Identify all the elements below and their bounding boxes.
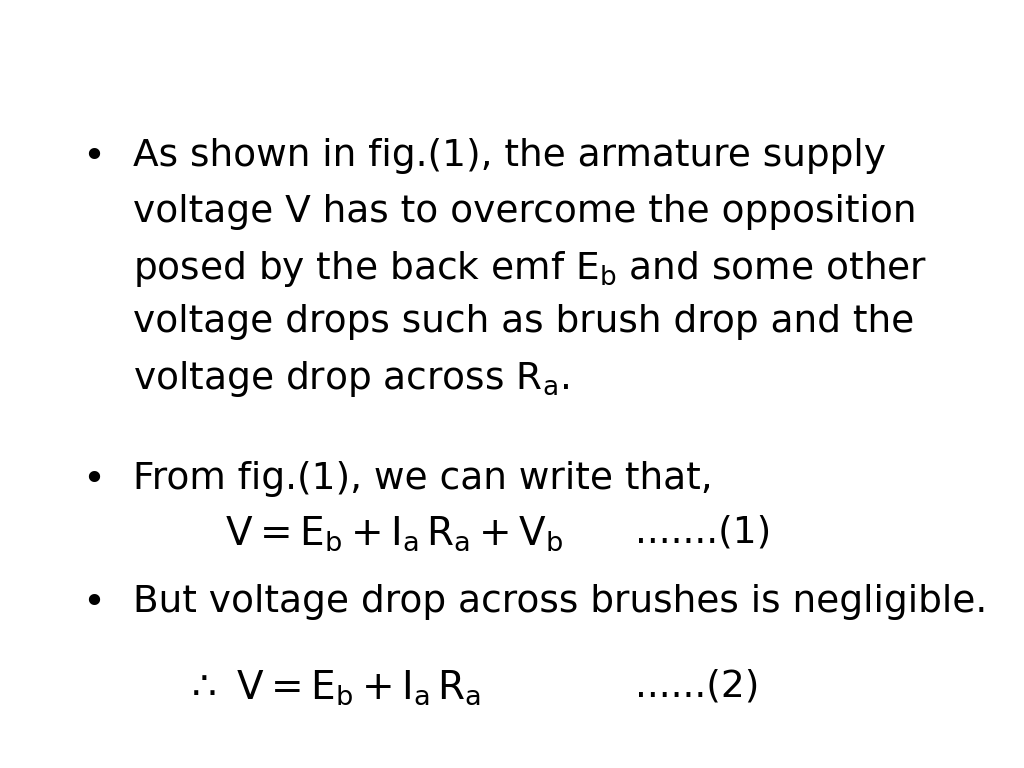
Text: As shown in fig.(1), the armature supply: As shown in fig.(1), the armature supply — [133, 138, 886, 174]
Text: .......(1): .......(1) — [635, 515, 771, 551]
Text: •: • — [82, 461, 104, 498]
Text: voltage V has to overcome the opposition: voltage V has to overcome the opposition — [133, 194, 916, 230]
Text: •: • — [82, 138, 104, 176]
Text: ......(2): ......(2) — [635, 668, 759, 704]
Text: voltage drops such as brush drop and the: voltage drops such as brush drop and the — [133, 304, 914, 340]
Text: posed by the back emf $\mathregular{E_b}$ and some other: posed by the back emf $\mathregular{E_b}… — [133, 249, 928, 289]
Text: But voltage drop across brushes is negligible.: But voltage drop across brushes is negli… — [133, 584, 987, 620]
Text: $\therefore$ $\mathregular{V = E_b + I_a\,R_a}$: $\therefore$ $\mathregular{V = E_b + I_a… — [184, 668, 481, 707]
Text: voltage drop across $\mathregular{R_a}$.: voltage drop across $\mathregular{R_a}$. — [133, 359, 569, 399]
Text: $\mathregular{V = E_b + I_a\,R_a + V_b}$: $\mathregular{V = E_b + I_a\,R_a + V_b}$ — [225, 515, 564, 553]
Text: •: • — [82, 584, 104, 621]
Text: From fig.(1), we can write that,: From fig.(1), we can write that, — [133, 461, 713, 497]
